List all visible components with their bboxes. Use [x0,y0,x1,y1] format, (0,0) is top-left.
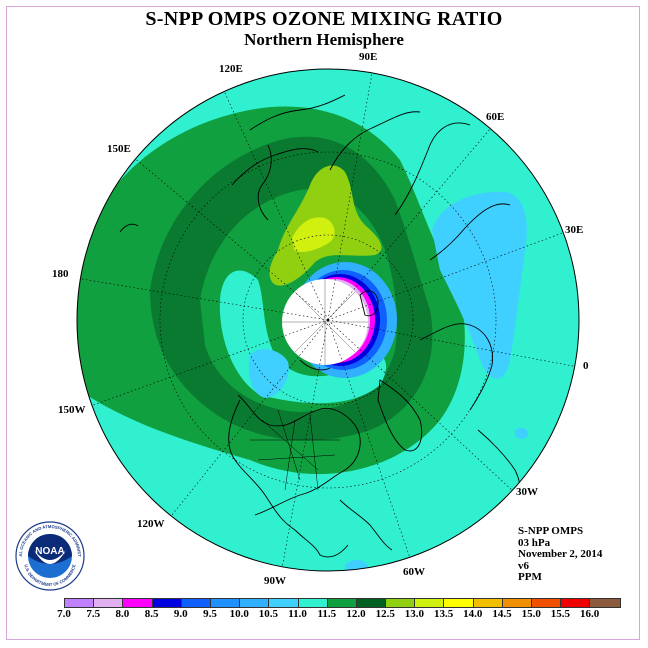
colorbar-tick-label: 13.5 [433,608,454,620]
colorbar-cell [386,599,416,607]
colorbar [64,598,621,608]
colorbar-labels: 7.0 7.5 8.0 8.5 9.0 9.5 10.0 10.5 11.0 11.5 12.0 12… [0,608,648,622]
field-10-5-south [345,559,368,571]
graticule [77,69,579,569]
colorbar-tick-label: 10.5 [258,608,279,620]
figure-frame [6,6,640,640]
colorbar-cell [181,599,211,607]
field-13-0 [292,217,335,253]
lon-label-90w: 90W [264,575,286,587]
field-10-5-west [248,349,289,398]
colorbar-tick-label: 15.5 [550,608,571,620]
info-level: 03 hPa [518,536,551,549]
colorbar-tick-label: 12.0 [346,608,366,620]
lon-label-30e: 30E [565,224,584,236]
colorbar-tick-label: 14.5 [492,608,512,620]
colorbar-tick-label: 8.0 [115,608,130,620]
lon-label-120w: 120W [137,518,165,530]
lon-label-30w: 30W [516,486,538,498]
info-units: PPM [518,571,542,583]
us-borders [250,409,340,491]
lon-label-150w: 150W [58,404,86,416]
colorbar-tick-label: 8.5 [144,608,159,620]
colorbar-cell [152,599,182,607]
colorbar-tick-label: 14.0 [463,608,483,620]
figure-title: S-NPP OMPS OZONE MIXING RATIO [145,8,503,30]
colorbar-cell [473,599,503,607]
lon-label-120e: 120E [219,63,243,75]
noaa-logo: NOAA NATIONAL OCEANIC AND ATMOSPHERIC AD… [14,520,85,591]
colorbar-tick-label: 9.0 [173,608,188,620]
colorbar-cell [561,599,591,607]
colorbar-cell [502,599,532,607]
colorbar-cell [415,599,445,607]
lon-label-90e: 90E [359,51,378,63]
colorbar-tick-label: 16.0 [579,608,600,620]
map-boundary [76,68,580,572]
colorbar-cell [356,599,387,607]
lon-label-0: 0 [583,360,589,372]
colorbar-cell [65,599,95,607]
colorbar-cell [269,599,299,607]
lon-label-150e: 150E [107,143,131,155]
colorbar-cell [590,599,620,607]
info-block: S-NPP OMPS 03 hPa November 2, 2014 v6 PP… [518,525,603,584]
colorbar-cell [240,599,270,607]
colorbar-tick-label: 15.0 [521,608,541,620]
colorbar-cell [123,599,153,607]
colorbar-tick-label: 11.5 [317,608,337,620]
colorbar-cell [298,599,328,607]
colorbar-cell [210,599,241,607]
lon-label-180: 180 [52,268,69,280]
colorbar-tick-label: 10.0 [229,608,249,620]
colorbar-cell [444,599,474,607]
info-date: November 2, 2014 [518,548,603,560]
colorbar-tick-label: 13.0 [404,608,425,620]
info-instrument: S-NPP OMPS [518,525,584,537]
pole-grid [282,279,368,365]
colorbar-tick-label: 7.0 [57,608,71,620]
lon-label-60w: 60W [403,566,425,578]
colorbar-cell [532,599,562,607]
lon-label-60e: 60E [486,111,505,123]
colorbar-tick-label: 9.5 [203,608,217,620]
noaa-logo-text: NOAA [35,546,64,557]
info-version: v6 [518,559,529,572]
colorbar-tick-label: 12.5 [375,608,395,620]
figure-subtitle: Northern Hemisphere [244,30,404,49]
field-10-5-small [515,427,528,439]
coastlines [119,94,521,558]
colorbar-tick-label: 7.5 [86,608,101,620]
colorbar-cell [327,599,357,607]
colorbar-cell [94,599,124,607]
colorbar-tick-label: 11.0 [288,608,307,620]
